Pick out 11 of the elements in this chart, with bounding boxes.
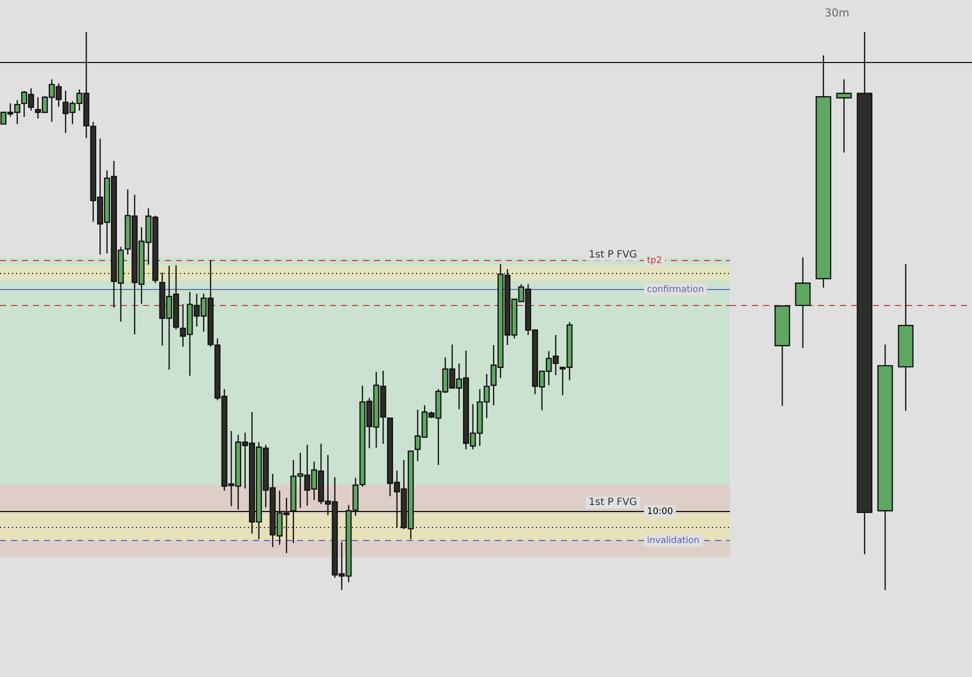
ref-line-label: invalidation [647,536,700,546]
candlestick [898,264,914,412]
chart-title: 30m [824,6,850,20]
ref-line-label: confirmation [647,284,704,295]
band-label: 1st P FVG [588,249,637,260]
candlestick [856,31,872,555]
candlestick [774,305,790,406]
candlestick [816,54,832,288]
ref-line-label: tp2 [647,256,662,266]
ref-line-label: 10:00 [647,506,674,517]
band-label: 1st P FVG [588,497,637,508]
